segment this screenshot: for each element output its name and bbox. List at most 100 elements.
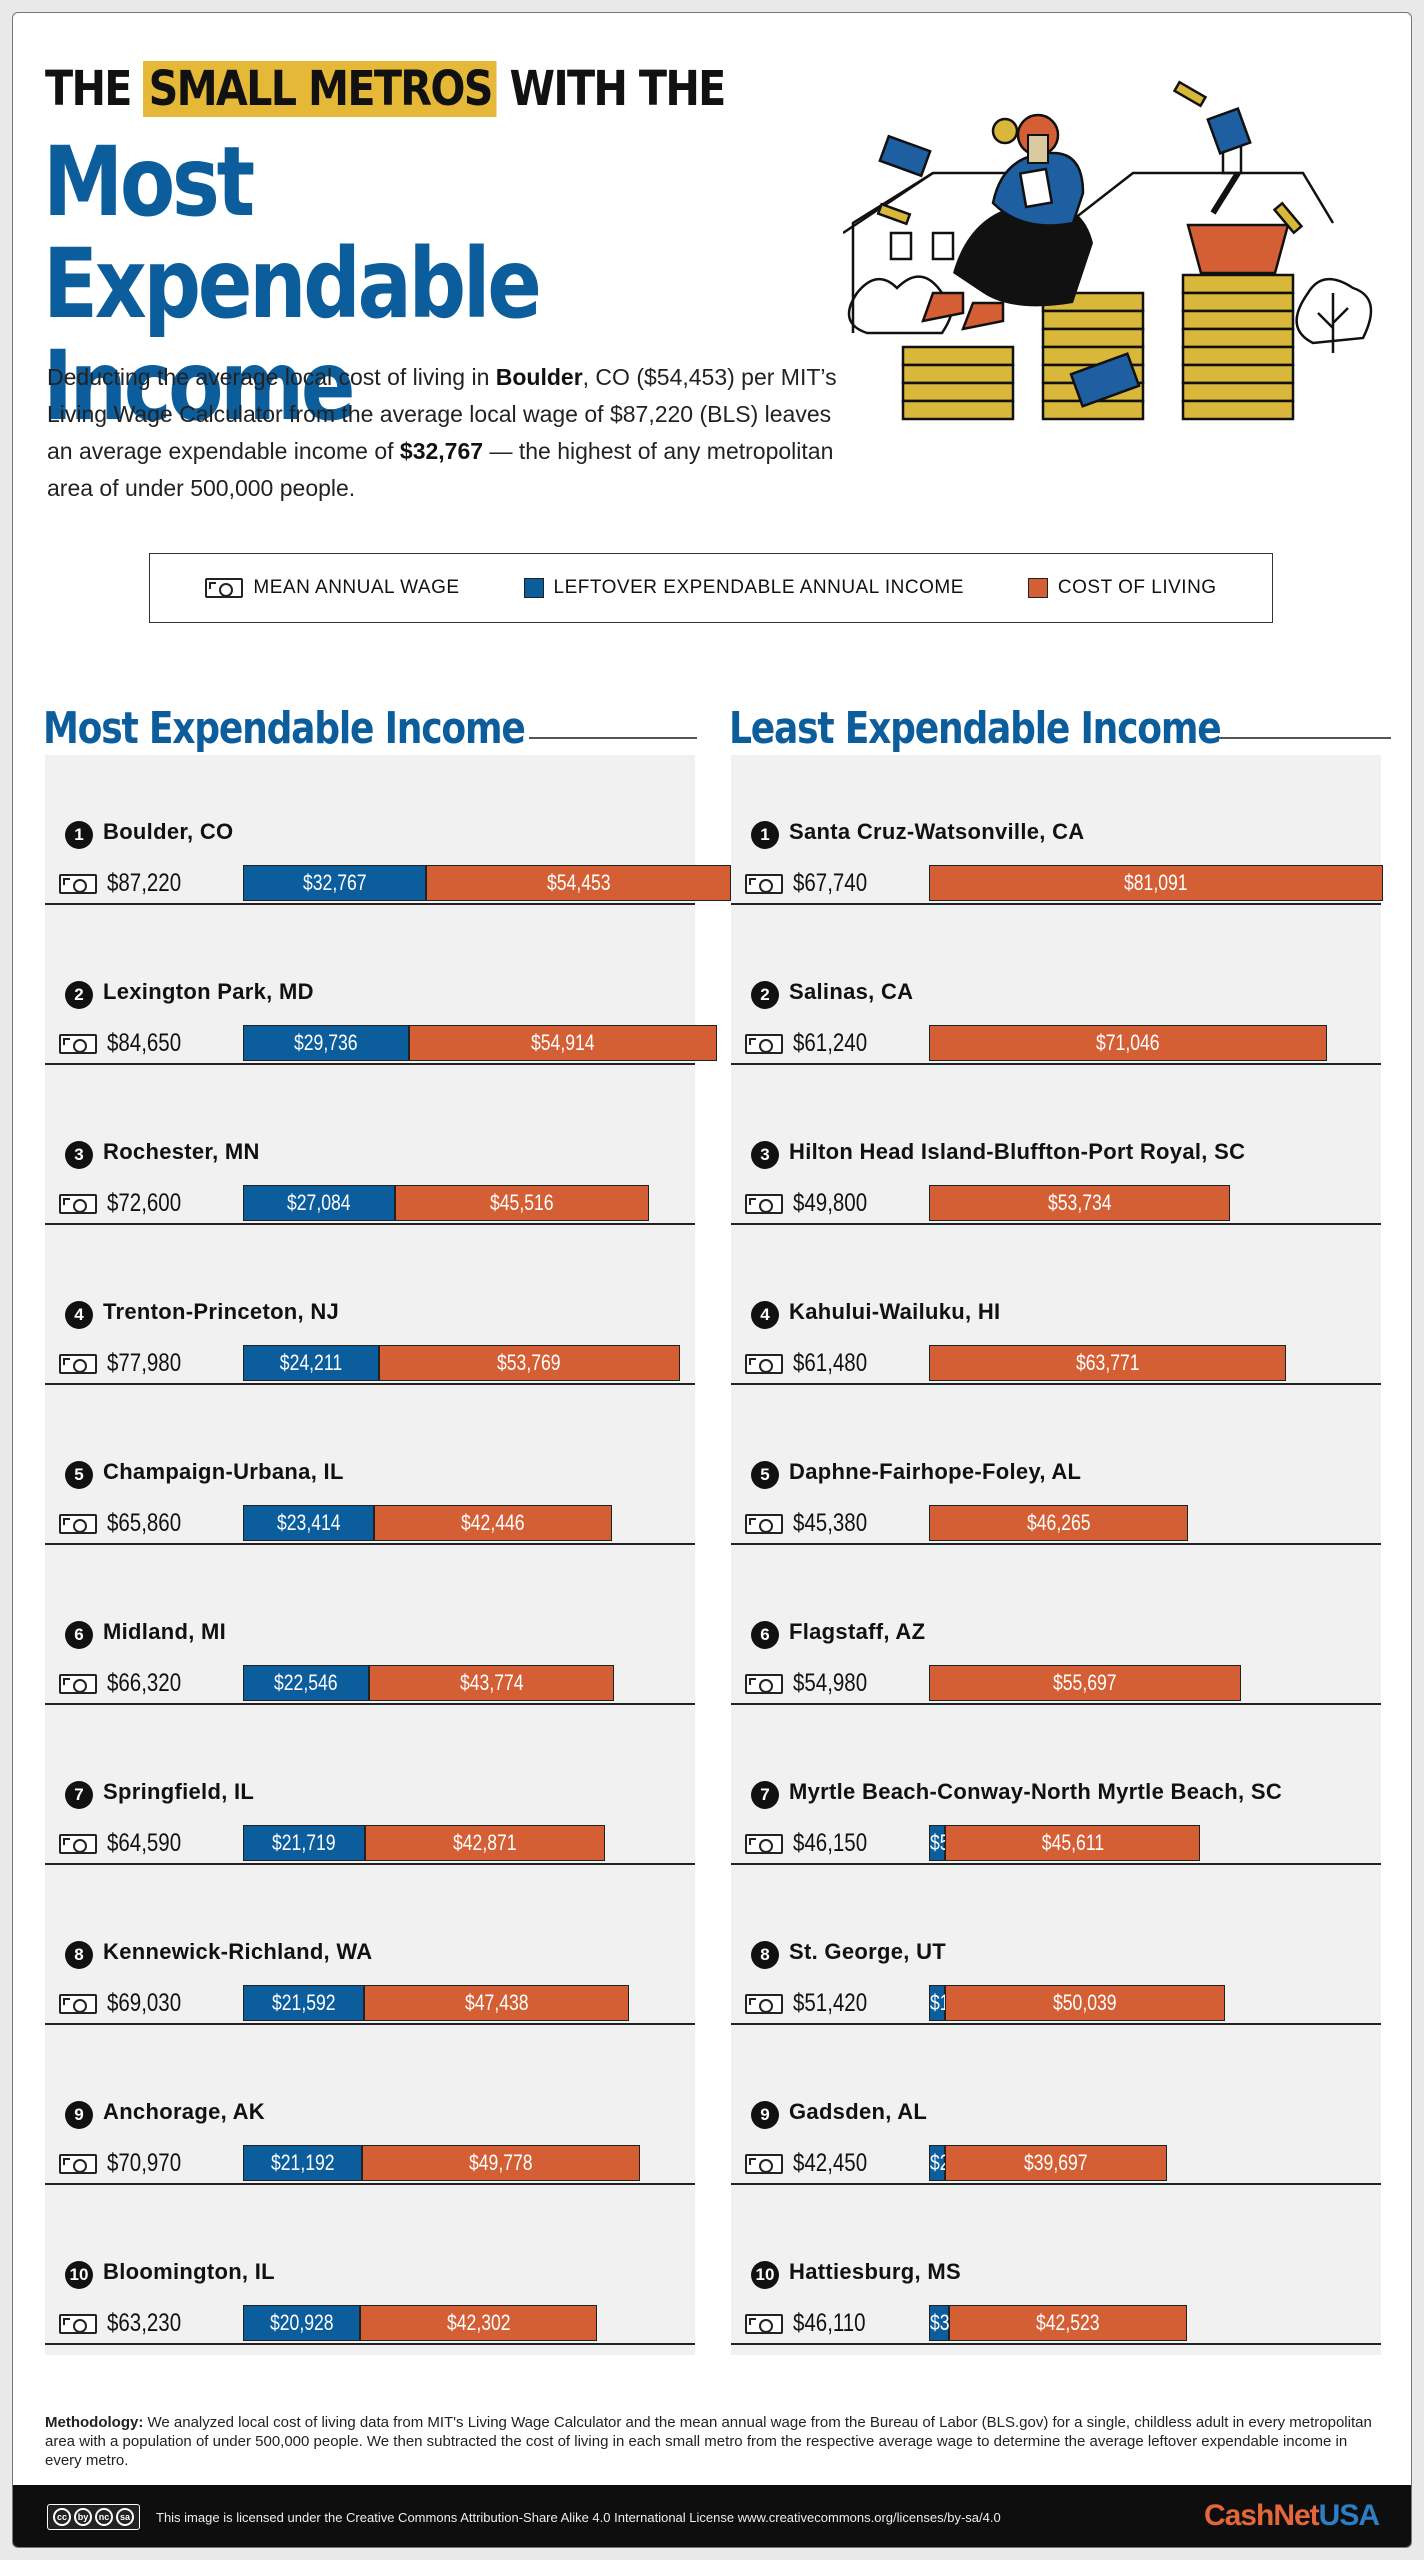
wage-label-group: $67,740	[745, 869, 883, 898]
money-bill-icon	[745, 1993, 783, 2014]
bar-leftover: $2,753	[929, 2145, 984, 2181]
chart-row: 9 Anchorage, AK $70,970 $21,192 $49,778	[45, 2035, 695, 2195]
legend-wage: MEAN ANNUAL WAGE	[205, 577, 459, 599]
bar-cost-label: $53,734	[1047, 1190, 1112, 1215]
methodology-label: Methodology:	[45, 2414, 144, 2431]
bar-cost-of-living: $47,438	[363, 1985, 630, 2021]
row-baseline	[45, 1063, 695, 1065]
rank-badge: 6	[65, 1621, 93, 1649]
bar-cost-of-living: $46,265	[929, 1505, 1189, 1541]
bar-cost-of-living: $42,302	[360, 2305, 597, 2341]
sa-badge: sa	[116, 2508, 134, 2526]
metro-name: Daphne-Fairhope-Foley, AL	[789, 1459, 1082, 1484]
row-baseline	[731, 1703, 1381, 1705]
bar-cost-label: $71,046	[1096, 1030, 1160, 1055]
bar-cost-label: $53,769	[497, 1350, 561, 1375]
chart-row: 6 Flagstaff, AZ $54,980 $55,697	[731, 1555, 1381, 1715]
bar-leftover: $21,592	[243, 1985, 364, 2021]
panel-title-least: Least Expendable Income	[729, 703, 1222, 754]
wage-label-group: $70,970	[59, 2149, 197, 2178]
bar-cost-label: $42,302	[446, 2310, 511, 2335]
metro-name: Salinas, CA	[789, 979, 914, 1004]
chart-row: 8 St. George, UT $51,420 $1,381 $50,039	[731, 1875, 1381, 2035]
wage-label-group: $46,150	[745, 1829, 883, 1858]
kicker-highlight: SMALL METROS	[143, 61, 497, 117]
row-baseline	[731, 2023, 1381, 2025]
money-bill-icon	[745, 1353, 783, 1374]
wage-label-group: $87,220	[59, 869, 197, 898]
footer: cc by nc sa This image is licensed under…	[13, 2485, 1411, 2547]
mean-wage-value: $69,030	[107, 1989, 182, 2017]
wage-label-group: $69,030	[59, 1989, 197, 2018]
bar-leftover-label: $23,414	[276, 1510, 341, 1535]
metro-name: Santa Cruz-Watsonville, CA	[789, 819, 1085, 844]
mean-wage-value: $42,450	[793, 2149, 868, 2177]
metro-name: Kahului-Wailuku, HI	[789, 1299, 1001, 1324]
bar-cost-of-living: $55,697	[929, 1665, 1241, 1701]
legend-leftover: LEFTOVER EXPENDABLE ANNUAL INCOME	[523, 577, 964, 599]
chart-row: 4 Kahului-Wailuku, HI $61,480 $63,771	[731, 1235, 1381, 1395]
rank-badge: 10	[751, 2261, 779, 2289]
intro-text-1: Deducting the average local cost of livi…	[47, 364, 490, 390]
rank-badge: 1	[65, 821, 93, 849]
row-baseline	[731, 903, 1381, 905]
rank-badge: 9	[751, 2101, 779, 2129]
bar-cost-of-living: $81,091	[929, 865, 1383, 901]
mean-wage-value: $46,150	[793, 1829, 868, 1857]
money-bill-icon	[59, 1193, 97, 1214]
kicker-pre: THE	[45, 61, 132, 117]
rank-badge: 6	[751, 1621, 779, 1649]
money-bill-icon	[745, 2153, 783, 2174]
chart-row: 2 Lexington Park, MD $84,650 $29,736 $54,914	[45, 915, 717, 1075]
creative-commons-icon: cc by nc sa	[47, 2504, 140, 2530]
row-baseline	[731, 1543, 1381, 1545]
methodology-text: We analyzed local cost of living data fr…	[45, 2414, 1372, 2469]
metro-name: Hattiesburg, MS	[789, 2259, 961, 2284]
bar-cost-label: $42,523	[1036, 2310, 1100, 2335]
mean-wage-value: $72,600	[107, 1189, 182, 1217]
license-text: This image is licensed under the Creativ…	[156, 2509, 1001, 2525]
money-bill-icon	[59, 1993, 97, 2014]
bar-leftover: $29,736	[243, 1025, 410, 1061]
row-baseline	[45, 1863, 695, 1865]
chart-row: 5 Champaign-Urbana, IL $65,860 $23,414 $42,4…	[45, 1395, 695, 1555]
metro-name: Myrtle Beach-Conway-North Myrtle Beach, …	[789, 1779, 1283, 1804]
mean-wage-value: $66,320	[107, 1669, 182, 1697]
bar-cost-of-living: $63,771	[929, 1345, 1287, 1381]
money-bill-icon	[59, 1833, 97, 1854]
bar-leftover: $32,767	[243, 865, 427, 901]
mean-wage-value: $65,860	[107, 1509, 182, 1537]
bar-cost-of-living: $53,734	[929, 1185, 1230, 1221]
brand-logo: CashNetUSA	[1204, 2499, 1380, 2533]
row-baseline	[731, 2343, 1381, 2345]
metro-name: St. George, UT	[789, 1939, 946, 1964]
intro-amount: $32,767	[399, 438, 484, 464]
rank-badge: 10	[65, 2261, 93, 2289]
bar-leftover-label: $27,084	[287, 1190, 351, 1215]
metro-name: Anchorage, AK	[103, 2099, 265, 2124]
bar-cost-of-living: $49,778	[361, 2145, 641, 2181]
rank-badge: 5	[751, 1461, 779, 1489]
bar-leftover: $22,546	[243, 1665, 370, 1701]
bar-cost-label: $39,697	[1024, 2150, 1088, 2175]
cc-badge: cc	[53, 2508, 71, 2526]
metro-name: Springfield, IL	[103, 1779, 255, 1804]
intro-city: Boulder	[495, 364, 583, 390]
money-bill-icon	[745, 873, 783, 894]
wage-label-group: $54,980	[745, 1669, 883, 1698]
kicker-post: WITH THE	[509, 61, 727, 117]
money-bill-icon	[59, 1033, 97, 1054]
wage-label-group: $84,650	[59, 1029, 197, 1058]
infographic: THE SMALL METROS WITH THE Most Expendabl…	[12, 12, 1412, 2548]
bar-leftover-label: $21,719	[271, 1830, 336, 1855]
rank-badge: 2	[751, 981, 779, 1009]
intro-text-2: , CO ($54,453) per MIT’s Living Wage Cal…	[47, 364, 837, 464]
metro-name: Kennewick-Richland, WA	[103, 1939, 373, 1964]
bar-cost-of-living: $54,914	[409, 1025, 717, 1061]
panel-title-most: Most Expendable Income	[43, 703, 526, 754]
money-bill-icon	[59, 2313, 97, 2334]
legend-leftover-label: LEFTOVER EXPENDABLE ANNUAL INCOME	[553, 577, 964, 598]
money-bill-icon	[59, 1353, 97, 1374]
chart-legend: MEAN ANNUAL WAGE LEFTOVER EXPENDABLE ANN…	[149, 553, 1273, 623]
metro-name: Trenton-Princeton, NJ	[103, 1299, 340, 1324]
